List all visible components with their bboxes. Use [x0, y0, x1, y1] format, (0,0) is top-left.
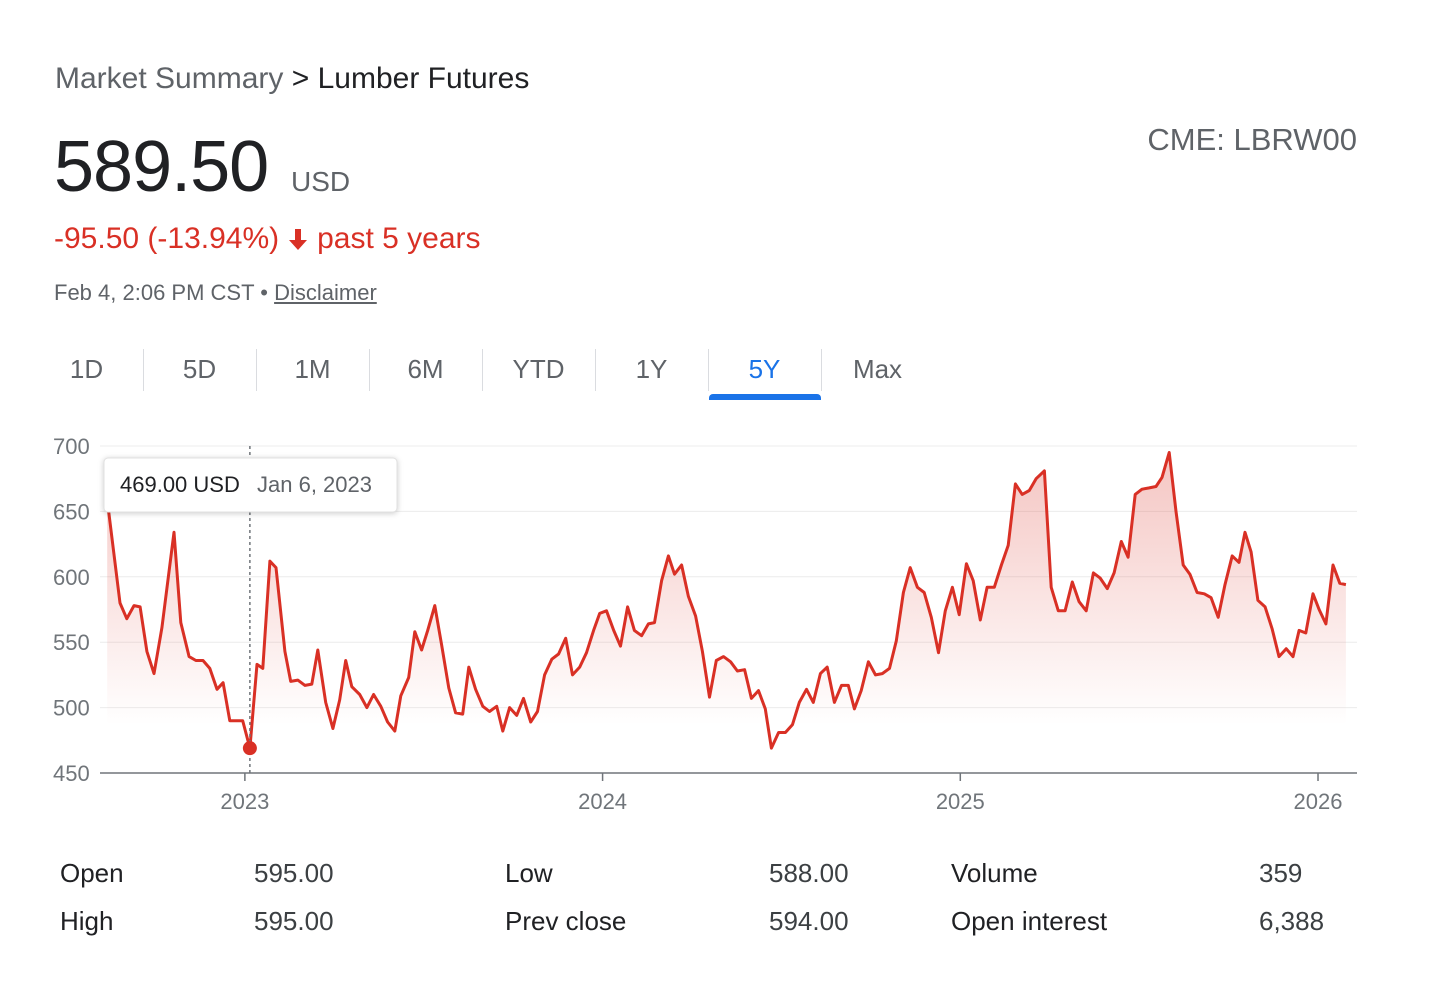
range-tab[interactable]: 1D: [69, 354, 104, 384]
range-tabs: 1D 5D 1M 6M YTD 1Y 5Y Max: [30, 340, 934, 400]
area: [107, 452, 1346, 773]
chart: 450 500 550 600 650 700 2023 2024 2025 2026 469.00…: [53, 434, 1357, 814]
range-tab[interactable]: 6M: [369, 340, 482, 400]
x-tick-label: 2024: [578, 789, 627, 814]
stat-label: High: [60, 906, 114, 936]
stat-value: 594.00: [769, 906, 849, 936]
timestamp-row: Feb 4, 2:06 PM CST • Disclaimer: [54, 280, 377, 306]
x-tick-label: 2026: [1294, 789, 1343, 814]
disclaimer-link[interactable]: Disclaimer: [274, 280, 377, 305]
breadcrumb-current: Lumber Futures: [317, 62, 530, 95]
x-tick-label: 2023: [220, 789, 269, 814]
hover-point: [242, 741, 257, 756]
stat-label: Prev close: [505, 906, 627, 936]
y-tick-label: 700: [53, 434, 90, 459]
y-tick-label: 600: [53, 565, 90, 590]
symbol: CME: LBRW00: [1147, 122, 1357, 157]
price: 589.50: [54, 127, 269, 207]
stat-value: 595.00: [254, 858, 334, 888]
stat-label: Low: [505, 858, 553, 888]
stat-value: 588.00: [769, 858, 849, 888]
range-tab[interactable]: Max: [821, 340, 934, 400]
stat-label: Open: [60, 858, 124, 888]
tooltip: 469.00 USD Jan 6, 2023: [103, 457, 398, 513]
range-tab[interactable]: YTD: [482, 340, 595, 400]
stat-value: 6,388: [1259, 906, 1325, 936]
bullet: •: [260, 280, 268, 305]
range-tab[interactable]: 1Y: [595, 340, 708, 400]
y-tick-label: 450: [53, 761, 90, 786]
breadcrumb-parent[interactable]: Market Summary: [55, 62, 284, 95]
range-tab[interactable]: 5Y: [708, 340, 821, 400]
currency: USD: [291, 166, 351, 197]
stat-value: 359: [1259, 858, 1303, 888]
period: past 5 years: [317, 222, 481, 255]
price-line: [105, 451, 1347, 750]
y-tick-label: 650: [53, 499, 90, 524]
breadcrumb-separator: >: [291, 62, 310, 95]
tooltip-date: Jan 6, 2023: [257, 472, 372, 497]
stat-value: 595.00: [254, 906, 334, 936]
stat-label: Volume: [951, 858, 1038, 888]
timestamp: Feb 4, 2:06 PM CST: [54, 280, 255, 305]
breadcrumb: Market Summary > Lumber Futures: [55, 62, 529, 96]
tooltip-box: [103, 457, 398, 513]
down-arrow: [289, 229, 308, 250]
stat-label: Open interest: [951, 906, 1108, 936]
change: -95.50 (-13.94%): [54, 222, 280, 255]
y-tick-label: 500: [53, 696, 90, 721]
tooltip-value: 469.00 USD: [120, 472, 240, 497]
x-tick-label: 2025: [936, 789, 985, 814]
change-row: -95.50 (-13.94%) past 5 years: [54, 222, 481, 256]
range-tab[interactable]: 5D: [143, 340, 256, 400]
range-tab[interactable]: 1M: [256, 340, 369, 400]
y-tick-label: 550: [53, 630, 90, 655]
